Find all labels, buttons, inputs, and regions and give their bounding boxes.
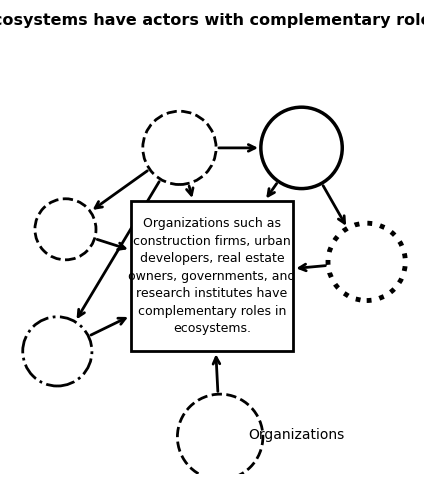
Circle shape bbox=[261, 107, 342, 188]
Circle shape bbox=[35, 199, 96, 260]
Circle shape bbox=[23, 317, 92, 386]
Text: Organizations such as
construction firms, urban
developers, real estate
owners, : Organizations such as construction firms… bbox=[128, 217, 296, 335]
Circle shape bbox=[177, 394, 263, 480]
FancyBboxPatch shape bbox=[131, 201, 293, 352]
Circle shape bbox=[143, 112, 216, 184]
Text: Ecosystems have actors with complementary roles: Ecosystems have actors with complementar… bbox=[0, 12, 424, 28]
Circle shape bbox=[328, 223, 405, 300]
Text: Organizations: Organizations bbox=[248, 428, 345, 442]
